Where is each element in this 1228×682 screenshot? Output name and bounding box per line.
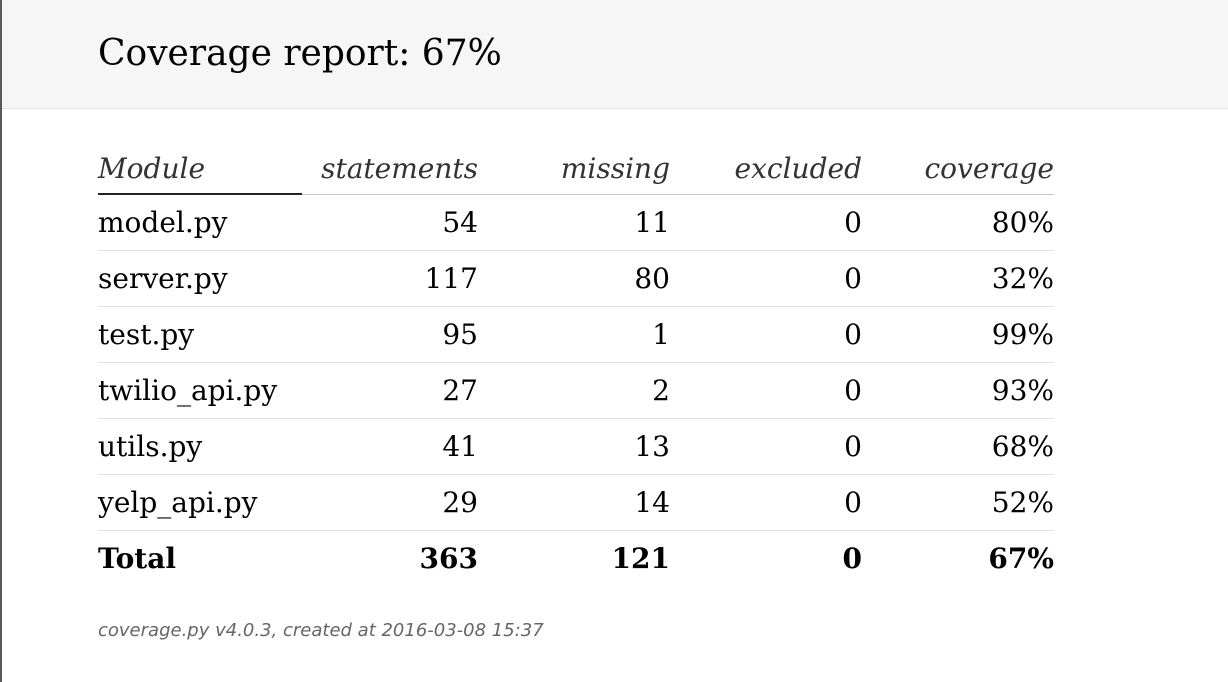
column-header-coverage[interactable]: coverage (862, 142, 1054, 195)
statements-cell: 117 (302, 250, 478, 307)
excluded-cell: 0 (670, 306, 862, 363)
coverage-cell: 93% (862, 362, 1054, 419)
module-link[interactable]: yelp_api.py (98, 486, 258, 519)
excluded-cell: 0 (670, 474, 862, 531)
statements-cell: 54 (302, 194, 478, 251)
footer-text: coverage.py v4.0.3, created at 2016-03-0… (98, 620, 544, 641)
total-excluded: 0 (842, 542, 862, 575)
column-header-statements[interactable]: statements (302, 142, 478, 195)
coverage-cell: 32% (862, 250, 1054, 307)
coverage-table: Module statements missing excluded cover… (98, 142, 1054, 586)
missing-cell: 1 (478, 306, 670, 363)
total-row: Total 363 121 0 67% (98, 531, 1054, 587)
coverage-cell: 80% (862, 194, 1054, 251)
total-label: Total (98, 542, 177, 575)
column-header-module[interactable]: Module (98, 142, 302, 195)
statements-cell: 27 (302, 362, 478, 419)
module-name-cell[interactable]: server.py (98, 250, 302, 307)
module-link[interactable]: server.py (98, 262, 228, 295)
table-row: server.py 117 80 0 32% (98, 250, 1054, 307)
coverage-cell: 52% (862, 474, 1054, 531)
module-name-cell[interactable]: yelp_api.py (98, 474, 302, 531)
excluded-cell: 0 (670, 362, 862, 419)
table-row: model.py 54 11 0 80% (98, 194, 1054, 251)
page-title: Coverage report: 67% (98, 33, 502, 74)
missing-cell: 80 (478, 250, 670, 307)
missing-cell: 2 (478, 362, 670, 419)
module-link[interactable]: twilio_api.py (98, 374, 278, 407)
table-header-row: Module statements missing excluded cover… (98, 142, 1054, 195)
column-header-excluded[interactable]: excluded (670, 142, 862, 195)
table-row: twilio_api.py 27 2 0 93% (98, 362, 1054, 419)
module-link[interactable]: test.py (98, 318, 195, 351)
missing-cell: 13 (478, 418, 670, 475)
module-link[interactable]: model.py (98, 206, 228, 239)
missing-cell: 11 (478, 194, 670, 251)
module-name-cell[interactable]: test.py (98, 306, 302, 363)
page-header: Coverage report: 67% (2, 0, 1228, 109)
module-name-cell[interactable]: model.py (98, 194, 302, 251)
total-coverage: 67% (988, 542, 1054, 575)
excluded-cell: 0 (670, 194, 862, 251)
coverage-cell: 68% (862, 418, 1054, 475)
statements-cell: 29 (302, 474, 478, 531)
table-row: test.py 95 1 0 99% (98, 306, 1054, 363)
missing-cell: 14 (478, 474, 670, 531)
module-name-cell[interactable]: twilio_api.py (98, 362, 302, 419)
table-row: yelp_api.py 29 14 0 52% (98, 474, 1054, 531)
module-link[interactable]: utils.py (98, 430, 203, 463)
excluded-cell: 0 (670, 250, 862, 307)
footer-credit: coverage.py v4.0.3, created at 2016-03-0… (98, 620, 544, 641)
window-left-edge (0, 0, 2, 682)
total-statements: 363 (419, 542, 478, 575)
statements-cell: 41 (302, 418, 478, 475)
statements-cell: 95 (302, 306, 478, 363)
total-missing: 121 (611, 542, 670, 575)
excluded-cell: 0 (670, 418, 862, 475)
column-header-missing[interactable]: missing (478, 142, 670, 195)
module-name-cell[interactable]: utils.py (98, 418, 302, 475)
table-row: utils.py 41 13 0 68% (98, 418, 1054, 475)
coverage-cell: 99% (862, 306, 1054, 363)
